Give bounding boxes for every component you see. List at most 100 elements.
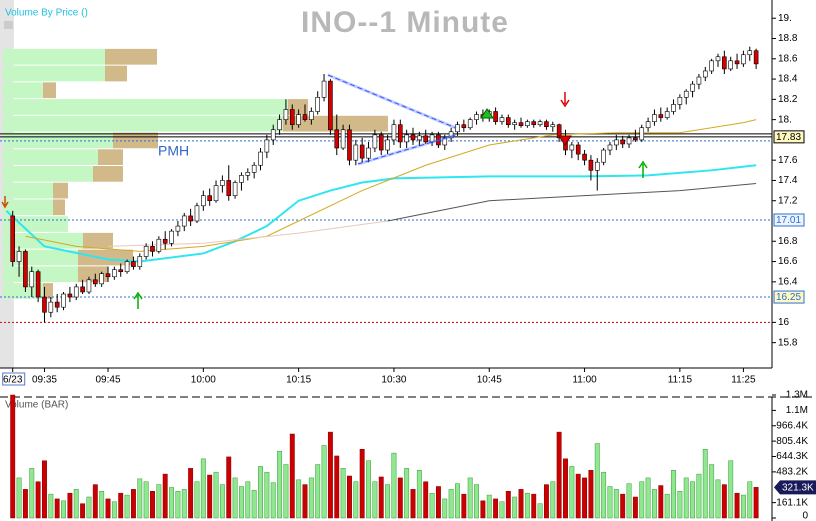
volume-bar (92, 484, 98, 519)
volume-bar (575, 473, 581, 519)
volume-bar (671, 470, 676, 519)
candle-body (366, 147, 371, 159)
candle-body (23, 251, 28, 288)
volume-bar (664, 493, 670, 519)
level-label-box (773, 290, 805, 304)
candle-body (582, 153, 587, 161)
x-tick-label: 11:00 (572, 375, 597, 386)
candle-body (131, 261, 136, 267)
candle-body (270, 129, 276, 141)
y-tick-label: 17.2 (778, 195, 798, 206)
candle-body (664, 111, 670, 118)
volume-bar (474, 484, 479, 519)
volume-marker-box (774, 480, 816, 495)
volume-bar (652, 489, 657, 519)
volume-bar (143, 481, 149, 519)
y-tick-label: 18. (778, 114, 792, 125)
volume-bar (639, 481, 645, 519)
volume-bar (219, 484, 225, 519)
candle-body (518, 122, 524, 127)
volume-bar (563, 458, 568, 519)
volume-bar (512, 496, 518, 519)
y-tick-label: 15.8 (778, 337, 798, 348)
volume-bar (461, 493, 467, 519)
volume-bar (308, 477, 314, 519)
x-tick-label: 6/23 (3, 375, 23, 386)
candle-body (537, 121, 543, 125)
volume-bar (715, 479, 721, 519)
volume-bar (410, 489, 416, 519)
candle-body (226, 180, 232, 196)
volume-bar (296, 479, 302, 519)
volume-bar (690, 481, 696, 519)
volume-bar (486, 494, 492, 519)
volume-tick-label: 483.2K (776, 467, 808, 478)
candle-body (213, 185, 219, 202)
vbp-down-bar (53, 182, 68, 199)
volume-bar (366, 460, 371, 519)
vbp-down-bar (105, 48, 157, 65)
volume-bar (607, 486, 613, 519)
volume-bar (435, 486, 441, 519)
volume-bar (264, 471, 270, 519)
volume-bar (531, 493, 537, 519)
candle-body (696, 76, 702, 85)
candle-body (347, 129, 352, 161)
volume-bar (80, 503, 86, 519)
level-label-box (773, 213, 805, 227)
volume-bar (289, 433, 295, 519)
volume-bar (54, 498, 60, 519)
candle-body (397, 124, 403, 143)
volume-bar (42, 460, 47, 519)
vbp-up-bar (3, 249, 78, 266)
candle-body (410, 134, 416, 141)
vbp-up-bar (3, 65, 105, 82)
volume-bar (372, 481, 378, 519)
candle-body (54, 301, 60, 308)
vbp-down-bar (43, 82, 56, 99)
candle-body (309, 111, 314, 120)
candle-body (67, 293, 73, 298)
volume-bar (601, 471, 607, 519)
candle-body (277, 119, 282, 131)
buy-signal (480, 108, 494, 119)
vbp-up-bar (3, 82, 43, 99)
candle-body (258, 151, 263, 166)
volume-bar (632, 496, 638, 519)
candle-body (86, 279, 92, 293)
volume-bar (245, 481, 251, 519)
volume-bar (347, 475, 352, 519)
sell-signal (558, 135, 572, 146)
candle-body (550, 124, 556, 128)
x-tick-label: 10:30 (381, 375, 406, 386)
volume-bar (594, 443, 600, 519)
candle-body (474, 114, 479, 120)
indicator-line (387, 182, 757, 222)
vbp-up-bar (3, 199, 53, 216)
candle-body (302, 114, 308, 120)
volume-marker-label: 321.3K (782, 482, 814, 493)
volume-bar (677, 491, 683, 519)
candle-body (169, 230, 174, 244)
volume-bar (359, 449, 365, 519)
volume-bar (175, 491, 181, 519)
candle-body (162, 238, 168, 244)
vbp-down-bar (93, 165, 123, 182)
candle-body (531, 121, 537, 125)
candle-body (391, 124, 397, 141)
volume-bar (499, 501, 505, 519)
candle-body (80, 286, 85, 293)
volume-bar (340, 468, 346, 519)
volume-bar (543, 484, 549, 519)
pattern-line (327, 74, 457, 129)
candle-body (620, 139, 625, 145)
candle-body (245, 172, 251, 176)
candle-body (512, 122, 517, 125)
candle-body (645, 121, 651, 129)
volume-bar (200, 458, 206, 519)
volume-bar (194, 481, 200, 519)
volume-bar (613, 489, 619, 519)
candle-body (283, 109, 289, 120)
candle-body (99, 273, 104, 285)
